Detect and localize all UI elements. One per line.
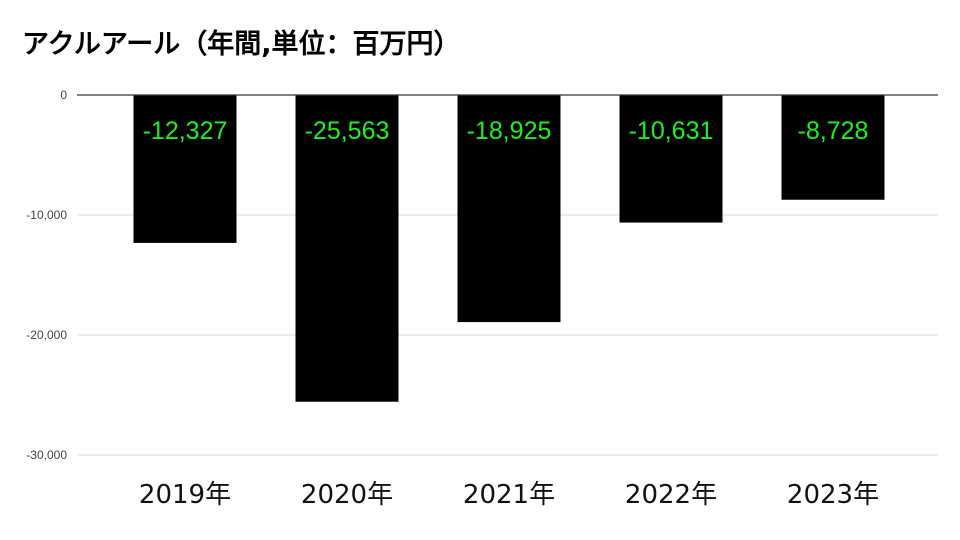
x-tick-labels: 2019年 2020年 2021年 2022年 2023年 [139, 480, 879, 510]
data-label: -18,925 [467, 117, 552, 145]
x-tick-label: 2020年 [301, 480, 393, 510]
x-tick-label: 2021年 [463, 480, 555, 510]
x-tick-label: 2023年 [787, 480, 879, 510]
bar [619, 95, 723, 223]
data-labels: -12,327 -25,563 -18,925 -10,631 -8,728 [143, 117, 869, 145]
y-tick-label: -20,000 [26, 328, 67, 342]
data-label: -8,728 [798, 117, 869, 145]
chart-title: アクルアール（年間,単位：百万円） [22, 29, 461, 60]
x-tick-label: 2022年 [625, 480, 717, 510]
bar [457, 95, 561, 323]
x-tick-label: 2019年 [139, 480, 231, 510]
data-label: -25,563 [305, 117, 390, 145]
data-label: -10,631 [629, 117, 714, 145]
data-label: -12,327 [143, 117, 228, 145]
bar [133, 95, 237, 243]
bars [133, 95, 885, 402]
y-tick-label: -30,000 [26, 448, 67, 462]
y-tick-label: 0 [60, 88, 67, 102]
bar [781, 95, 885, 200]
y-tick-labels: 0 -10,000 -20,000 -30,000 [26, 88, 67, 462]
bar [295, 95, 399, 402]
y-tick-label: -10,000 [26, 208, 67, 222]
